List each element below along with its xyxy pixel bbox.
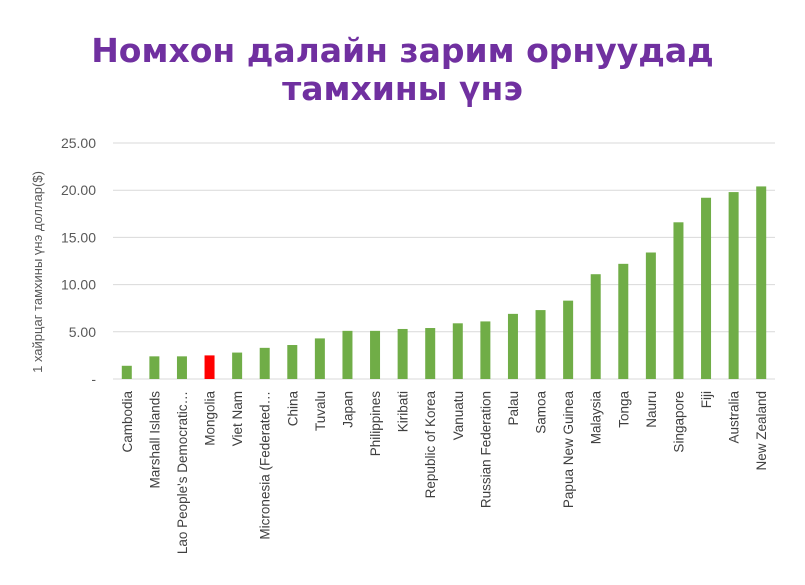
- y-tick-label: 25.00: [61, 135, 96, 151]
- bar: [563, 300, 574, 379]
- y-tick-label: 5.00: [69, 324, 96, 340]
- x-tick-label: Japan: [340, 391, 355, 428]
- x-axis-labels: Cambodia Marshall Islands Lao People's Dem…: [120, 391, 769, 555]
- x-tick-label: Lao People's Democratic…: [175, 391, 190, 554]
- y-tick-label: -: [91, 371, 96, 387]
- bar: [314, 338, 325, 379]
- bar: [259, 347, 270, 379]
- x-tick-label: Palau: [506, 391, 521, 426]
- y-tick-label: 15.00: [61, 229, 96, 245]
- bar: [673, 222, 684, 379]
- x-tick-label: Nauru: [644, 391, 659, 428]
- x-tick-label: Marshall Islands: [147, 391, 162, 489]
- x-tick-label: Tonga: [616, 391, 631, 428]
- x-tick-label: Philippines: [368, 391, 383, 457]
- x-tick-label: Viet Nam: [230, 391, 245, 446]
- bar: [204, 355, 215, 379]
- bar: [121, 365, 132, 379]
- bar: [425, 328, 436, 379]
- bar: [176, 356, 187, 379]
- bar: [618, 263, 629, 379]
- x-tick-label: New Zealand: [754, 391, 769, 471]
- chart-title-line-1: Номхон далайн зарим орнуудад: [91, 31, 714, 70]
- bar: [452, 323, 463, 379]
- y-axis-ticks: - 5.00 10.00 15.00 20.00 25.00: [61, 135, 96, 387]
- bar: [507, 313, 518, 379]
- x-tick-label: Micronesia (Federated…: [258, 391, 273, 540]
- bar: [370, 330, 381, 379]
- bar: [590, 274, 601, 379]
- x-tick-label: Vanuatu: [451, 391, 466, 440]
- x-tick-label: Malaysia: [589, 391, 604, 445]
- x-tick-label: Australia: [727, 391, 742, 444]
- gridlines: [113, 142, 775, 380]
- bar: [287, 345, 298, 379]
- x-tick-label: Tuvalu: [313, 391, 328, 431]
- chart-title: Номхон далайн зарим орнуудад тамхины үнэ: [0, 32, 805, 108]
- bars: [121, 186, 767, 379]
- bar: [645, 252, 656, 379]
- bar: [535, 310, 546, 379]
- chart-title-line-2: тамхины үнэ: [282, 69, 523, 108]
- y-tick-label: 20.00: [61, 182, 96, 198]
- bar: [756, 186, 767, 379]
- x-tick-label: Cambodia: [120, 391, 135, 453]
- bar: [342, 330, 353, 379]
- x-tick-label: China: [285, 391, 300, 427]
- bar: [397, 328, 408, 379]
- x-tick-label: Samoa: [534, 391, 549, 434]
- y-tick-label: 10.00: [61, 277, 96, 293]
- bar: [480, 321, 491, 379]
- x-tick-label: Singapore: [671, 391, 686, 453]
- x-tick-label: Papua New Guinea: [561, 391, 576, 509]
- y-axis-label: 1 хайрцаг тамхины үнэ доллар($): [30, 171, 45, 373]
- bar: [232, 352, 243, 379]
- x-tick-label: Kiribati: [396, 391, 411, 432]
- x-tick-label: Mongolia: [203, 391, 218, 446]
- bar: [149, 356, 160, 379]
- x-tick-label: Fiji: [699, 391, 714, 408]
- bar: [728, 192, 739, 379]
- x-tick-label: Republic of Korea: [423, 391, 438, 499]
- x-tick-label: Russian Federation: [478, 391, 493, 508]
- bar: [701, 197, 712, 379]
